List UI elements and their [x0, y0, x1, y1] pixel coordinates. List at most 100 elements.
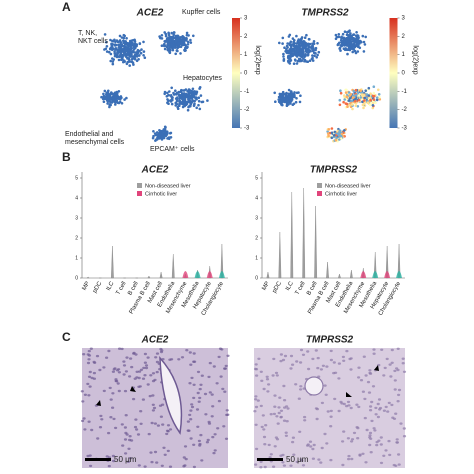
- nucleus: [155, 370, 159, 374]
- cell-dot: [198, 107, 202, 111]
- cell-dot: [363, 96, 367, 100]
- nucleus: [130, 365, 134, 369]
- cell-dot: [305, 60, 308, 63]
- cluster-label: T, NK,: [78, 30, 97, 37]
- nucleus: [279, 454, 283, 457]
- cell-dot: [192, 95, 195, 98]
- nucleus: [217, 355, 221, 359]
- nucleus: [388, 453, 392, 457]
- cell-dot: [104, 97, 108, 100]
- cell-dot: [281, 42, 284, 45]
- cell-dot: [343, 129, 346, 132]
- cell-dot: [352, 96, 355, 99]
- colorbar-label: log(2)exp: [254, 45, 261, 74]
- cell-dot: [286, 42, 289, 45]
- nucleus: [160, 349, 164, 352]
- violin: [147, 275, 151, 279]
- nucleus: [392, 417, 397, 420]
- nucleus: [285, 405, 289, 408]
- cell-dot: [327, 128, 331, 131]
- cell-dot: [344, 47, 348, 50]
- cell-dot: [303, 44, 306, 48]
- cell-dot: [169, 99, 172, 102]
- nucleus: [329, 458, 333, 462]
- cell-dot: [108, 50, 111, 54]
- nucleus: [199, 383, 203, 386]
- nucleus: [107, 431, 111, 435]
- cell-dot: [290, 98, 294, 101]
- nucleus: [166, 449, 170, 453]
- nucleus: [213, 449, 217, 452]
- nucleus: [283, 399, 287, 402]
- nucleus: [263, 465, 267, 469]
- nucleus: [298, 430, 302, 433]
- nucleus: [99, 414, 103, 418]
- cell-dot: [115, 39, 119, 42]
- cell-dot: [301, 49, 305, 53]
- cell-dot: [190, 90, 194, 93]
- nucleus: [111, 406, 115, 409]
- cell-dot: [130, 57, 134, 61]
- nucleus: [394, 412, 398, 415]
- nucleus: [346, 400, 351, 404]
- cell-dot: [117, 97, 121, 101]
- nucleus: [356, 437, 360, 440]
- nucleus: [128, 438, 132, 442]
- cell-dot: [356, 50, 360, 53]
- cell-dot: [300, 36, 304, 39]
- nucleus: [224, 437, 229, 440]
- cell-dot: [291, 49, 295, 53]
- nucleus: [370, 419, 374, 423]
- arrow: [96, 400, 101, 406]
- cell-dot: [103, 33, 107, 36]
- nucleus: [128, 457, 132, 460]
- nucleus: [259, 466, 263, 469]
- nucleus: [286, 407, 290, 410]
- cell-dot: [106, 102, 109, 105]
- vessel: [159, 355, 183, 435]
- nucleus: [306, 444, 310, 447]
- nucleus: [87, 349, 91, 353]
- cell-dot: [304, 54, 307, 57]
- cell-dot: [342, 100, 345, 104]
- cell-dot: [101, 97, 105, 101]
- colorbar-tick-label: 0: [402, 71, 406, 77]
- cell-dot: [345, 88, 348, 92]
- cell-dot: [182, 39, 185, 43]
- cell-dot: [317, 50, 321, 54]
- cell-dot: [156, 136, 159, 140]
- cell-dot: [191, 93, 195, 96]
- cell-dot: [347, 37, 350, 41]
- cell-dot: [168, 90, 171, 93]
- nucleus: [158, 404, 163, 407]
- nucleus: [188, 382, 192, 385]
- cell-dot: [190, 97, 194, 100]
- cell-dot: [118, 54, 122, 57]
- nucleus: [368, 369, 372, 372]
- nucleus: [374, 406, 378, 410]
- colorbar-tick-label: 3: [402, 16, 406, 22]
- cell-dot: [185, 31, 189, 35]
- nucleus: [89, 347, 93, 350]
- cell-dot: [176, 96, 179, 99]
- cell-dot: [352, 89, 356, 93]
- nucleus: [386, 410, 390, 413]
- cell-dot: [295, 34, 298, 38]
- violin: [206, 271, 213, 278]
- violin: [171, 253, 175, 279]
- cell-dot: [110, 45, 114, 49]
- nucleus: [98, 426, 103, 429]
- nucleus: [390, 361, 394, 364]
- cell-dot: [361, 100, 364, 104]
- nucleus: [347, 457, 351, 461]
- nucleus: [189, 363, 193, 366]
- nucleus: [281, 358, 286, 362]
- cell-dot: [160, 138, 164, 141]
- nucleus: [387, 401, 391, 405]
- cell-dot: [194, 93, 198, 96]
- nucleus: [215, 382, 219, 385]
- nucleus: [253, 367, 258, 371]
- nucleus: [155, 352, 160, 355]
- cell-dot: [371, 106, 375, 110]
- cell-dot: [351, 50, 355, 54]
